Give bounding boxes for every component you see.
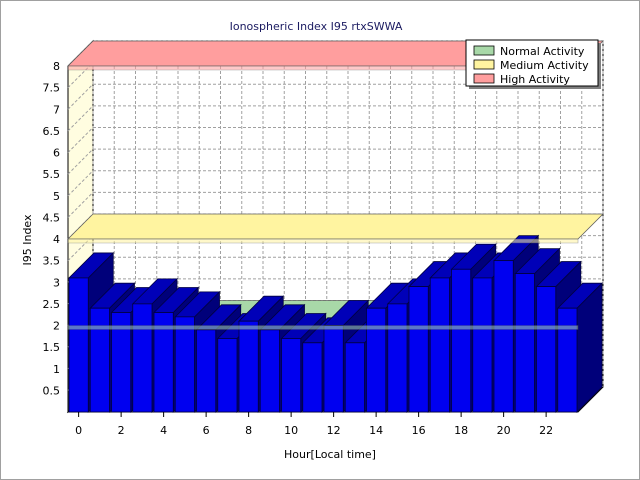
y-tick-label: 8	[53, 60, 60, 73]
bar	[556, 282, 603, 413]
bar-front	[132, 303, 153, 413]
bar-front	[408, 286, 429, 413]
bar-front	[514, 273, 535, 413]
tick-labels: 0.5 1 1.5 2 2.5 3 3.5 4 4.5 5 5.5 6 6.5 7 7.5 8 0 2 4 6 8 10 1…	[43, 60, 554, 437]
bar-front	[302, 342, 323, 413]
activity-band-caps	[67, 65, 579, 330]
activity-band-edge-1	[67, 238, 579, 244]
x-tick-label: 20	[497, 424, 511, 437]
x-tick-label: 0	[75, 424, 82, 437]
y-tick-label: 6	[53, 147, 60, 160]
x-tick-label: 22	[539, 424, 553, 437]
bar-front	[366, 307, 387, 413]
x-tick-label: 16	[412, 424, 426, 437]
bar-front	[196, 329, 217, 413]
bar-front	[238, 320, 259, 413]
y-tick-label: 4	[53, 233, 60, 246]
legend-label: Medium Activity	[500, 59, 589, 72]
bar-front	[89, 307, 110, 413]
bar-front	[536, 286, 557, 413]
bar-front	[68, 277, 89, 413]
bar-front	[472, 277, 493, 413]
x-tick-label: 4	[160, 424, 167, 437]
legend-swatch	[473, 59, 495, 70]
bar-front	[493, 260, 514, 413]
grid-line-wall	[67, 105, 94, 132]
legend-swatch	[473, 45, 495, 56]
legend-label: Normal Activity	[500, 45, 585, 58]
bar-front	[344, 342, 365, 413]
grid-line-wall	[67, 235, 94, 261]
y-tick-label: 2	[53, 320, 60, 333]
y-tick-label: 7.5	[43, 82, 61, 95]
bar-front	[174, 316, 195, 413]
x-axis-label: Hour[Local time]	[284, 448, 376, 461]
bar-front	[217, 338, 238, 413]
y-tick-label: 0.5	[43, 384, 61, 397]
y-tick-label: 3.5	[43, 255, 61, 268]
x-tick-label: 18	[454, 424, 468, 437]
y-tick-label: 2.5	[43, 298, 61, 311]
chart-title: Ionospheric Index I95 rtxSWWA	[230, 20, 403, 33]
grid-line-wall	[67, 83, 94, 110]
bar-front	[429, 277, 450, 413]
grid-line-wall	[67, 192, 94, 218]
bar-front	[387, 303, 408, 413]
y-tick-label: 5.5	[43, 168, 61, 181]
x-tick-label: 2	[118, 424, 125, 437]
grid-line-wall	[67, 148, 94, 175]
bar-front	[259, 329, 280, 413]
x-tick-label: 12	[327, 424, 341, 437]
y-tick-label: 1.5	[43, 341, 61, 354]
x-tick-label: 10	[284, 424, 298, 437]
y-tick-label: 3	[53, 276, 60, 289]
x-tick-label: 8	[245, 424, 252, 437]
bar-front	[451, 268, 472, 413]
legend-swatch	[473, 73, 495, 84]
y-tick-label: 1	[53, 363, 60, 376]
y-tick-label: 5	[53, 190, 60, 203]
y-tick-label: 6.5	[43, 125, 61, 138]
legend-label: High Activity	[500, 73, 570, 86]
grid-line-wall	[67, 127, 94, 153]
bar-front	[323, 325, 344, 413]
x-tick-label: 14	[369, 424, 383, 437]
y-tick-label: 4.5	[43, 211, 61, 224]
activity-band-edge-0	[67, 325, 579, 330]
grid-line-wall	[67, 62, 94, 88]
y-axis-label: I95 Index	[21, 214, 34, 266]
bar-front	[557, 307, 578, 413]
grid-line-wall	[67, 170, 94, 197]
x-tick-label: 6	[203, 424, 210, 437]
bar-front	[281, 338, 302, 413]
bars	[68, 234, 603, 413]
y-tick-label: 7	[53, 103, 60, 116]
